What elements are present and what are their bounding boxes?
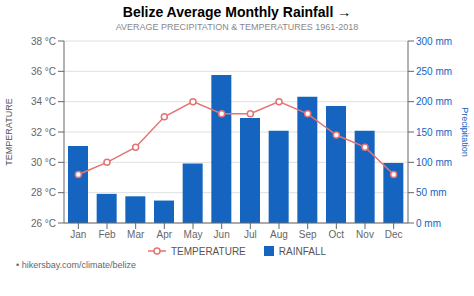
html-text:TEMPERATURE: TEMPERATURE	[171, 245, 246, 257]
html-text:Belize Average Monthly Rainfal: Belize Average Monthly Rainfall →	[122, 4, 352, 20]
svg-text:250 mm: 250 mm	[416, 66, 452, 77]
svg-text:Nov: Nov	[356, 229, 374, 240]
svg-text:30 °C: 30 °C	[31, 157, 56, 168]
svg-text:0 mm: 0 mm	[416, 218, 441, 229]
svg-text:300 mm: 300 mm	[416, 36, 452, 47]
svg-text:32 °C: 32 °C	[31, 127, 56, 138]
svg-text:Precipitation: Precipitation	[460, 107, 466, 157]
svg-text:Oct: Oct	[329, 229, 345, 240]
svg-text:34 °C: 34 °C	[31, 96, 56, 107]
html-text:AVERAGE PRECIPITATION & TEMPER: AVERAGE PRECIPITATION & TEMPERATURES 196…	[115, 22, 359, 32]
svg-text:100 mm: 100 mm	[416, 157, 452, 168]
svg-text:200 mm: 200 mm	[416, 96, 452, 107]
svg-text:28 °C: 28 °C	[31, 187, 56, 198]
svg-text:Mar: Mar	[127, 229, 145, 240]
svg-text:Aug: Aug	[270, 229, 288, 240]
svg-text:Apr: Apr	[157, 229, 173, 240]
html-text:• hikersbay.com/climate/belize: • hikersbay.com/climate/belize	[16, 260, 136, 270]
svg-text:Jun: Jun	[214, 229, 230, 240]
svg-text:Sep: Sep	[299, 229, 317, 240]
svg-text:Jan: Jan	[70, 229, 86, 240]
html-text:RAINFALL: RAINFALL	[278, 245, 326, 257]
svg-text:150 mm: 150 mm	[416, 127, 452, 138]
svg-text:36 °C: 36 °C	[31, 66, 56, 77]
svg-text:Jul: Jul	[244, 229, 257, 240]
svg-text:50 mm: 50 mm	[416, 187, 447, 198]
svg-text:26 °C: 26 °C	[31, 218, 56, 229]
svg-text:TEMPERATURE: TEMPERATURE	[8, 98, 14, 165]
svg-text:38 °C: 38 °C	[31, 36, 56, 47]
svg-text:Dec: Dec	[385, 229, 403, 240]
svg-text:May: May	[184, 229, 203, 240]
svg-text:Feb: Feb	[98, 229, 116, 240]
